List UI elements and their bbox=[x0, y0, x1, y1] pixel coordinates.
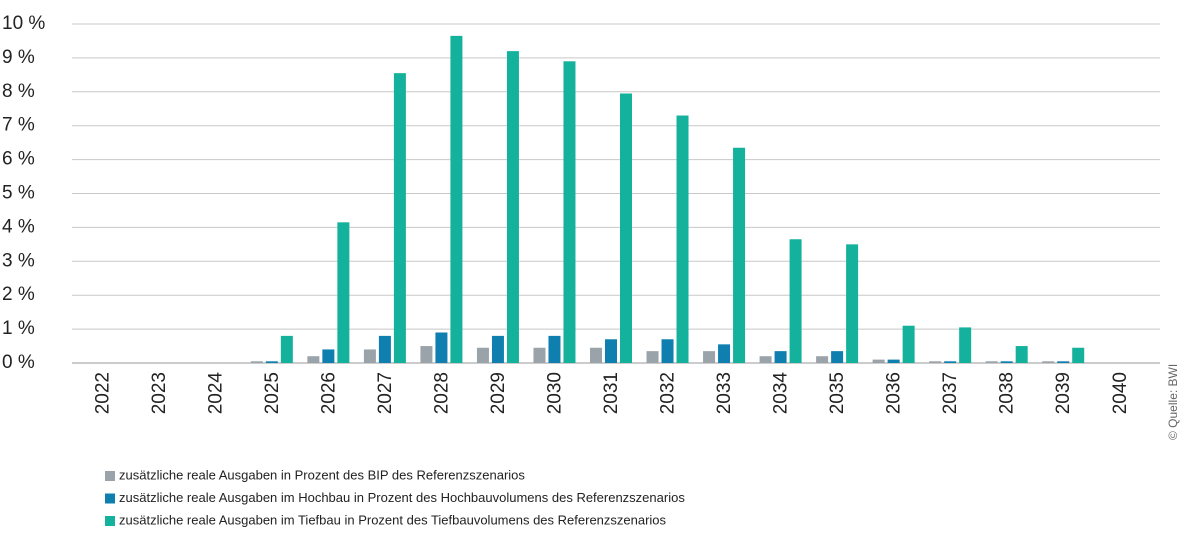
x-tick-label: 2039 bbox=[1053, 372, 1074, 414]
bar bbox=[378, 335, 391, 363]
x-tick-label: 2022 bbox=[92, 372, 113, 414]
bar bbox=[1042, 361, 1055, 363]
x-tick-label: 2024 bbox=[205, 372, 226, 415]
bar bbox=[985, 361, 998, 363]
x-tick-label: 2023 bbox=[149, 372, 170, 414]
y-tick-label: 10 % bbox=[2, 13, 45, 34]
x-tick-label: 2031 bbox=[601, 372, 622, 414]
bar bbox=[393, 73, 406, 363]
bar bbox=[563, 61, 576, 363]
bar bbox=[307, 356, 320, 363]
bar bbox=[929, 361, 942, 363]
bar bbox=[250, 361, 263, 363]
legend-label: zusätzliche reale Ausgaben im Tiefbau in… bbox=[119, 512, 667, 527]
x-tick-label: 2027 bbox=[375, 372, 396, 414]
bar bbox=[590, 347, 602, 363]
bar bbox=[1057, 361, 1070, 363]
source-note: © Quelle: BWI bbox=[1166, 364, 1180, 440]
bar bbox=[363, 349, 376, 363]
bar bbox=[944, 361, 957, 363]
x-tick-label: 2034 bbox=[771, 372, 792, 415]
y-tick-label: 2 % bbox=[2, 284, 35, 305]
bar bbox=[620, 93, 632, 364]
x-tick-label: 2035 bbox=[827, 372, 848, 414]
x-tick-label: 2025 bbox=[262, 372, 283, 414]
bar bbox=[476, 347, 489, 363]
bar bbox=[887, 359, 900, 363]
y-tick-label: 6 % bbox=[2, 149, 35, 170]
legend-swatch bbox=[105, 471, 115, 481]
y-tick-label: 9 % bbox=[2, 47, 35, 68]
y-tick-label: 0 % bbox=[2, 352, 35, 373]
bar bbox=[605, 339, 617, 363]
y-tick-label: 4 % bbox=[2, 216, 35, 237]
bar bbox=[533, 347, 546, 363]
bar bbox=[733, 147, 746, 363]
bar bbox=[872, 359, 885, 363]
bar bbox=[676, 115, 689, 363]
legend-swatch bbox=[105, 493, 115, 504]
x-tick-label: 2037 bbox=[940, 372, 961, 414]
bar bbox=[1072, 347, 1085, 363]
bar bbox=[450, 35, 463, 364]
y-tick-label: 1 % bbox=[2, 318, 35, 339]
bar bbox=[548, 335, 561, 363]
legend-swatch bbox=[105, 516, 115, 526]
bar bbox=[337, 222, 350, 363]
bar bbox=[661, 339, 674, 363]
bar bbox=[420, 346, 433, 363]
bar bbox=[1000, 361, 1013, 363]
bar bbox=[703, 351, 716, 363]
bar bbox=[491, 335, 504, 363]
x-tick-label: 2032 bbox=[658, 372, 679, 414]
y-tick-label: 8 % bbox=[2, 81, 35, 102]
bar bbox=[1015, 346, 1028, 363]
x-tick-label: 2026 bbox=[318, 372, 339, 414]
bar bbox=[646, 351, 659, 363]
bar bbox=[774, 351, 787, 363]
bar bbox=[816, 356, 829, 363]
bar bbox=[789, 239, 802, 363]
x-tick-label: 2036 bbox=[884, 372, 905, 414]
y-tick-label: 3 % bbox=[2, 250, 35, 271]
x-tick-label: 2038 bbox=[997, 372, 1018, 414]
bar bbox=[831, 351, 844, 363]
x-tick-label: 2030 bbox=[544, 372, 565, 414]
x-tick-label: 2040 bbox=[1110, 372, 1131, 414]
legend-label: zusätzliche reale Ausgaben in Prozent de… bbox=[119, 467, 525, 482]
bar bbox=[322, 349, 335, 363]
bar bbox=[265, 361, 278, 363]
y-tick-label: 7 % bbox=[2, 115, 35, 136]
x-tick-label: 2033 bbox=[714, 372, 735, 414]
x-tick-label: 2029 bbox=[488, 372, 509, 414]
bar bbox=[718, 344, 731, 363]
legend-label: zusätzliche reale Ausgaben im Hochbau in… bbox=[119, 490, 685, 505]
bar bbox=[506, 51, 519, 364]
y-tick-label: 5 % bbox=[2, 183, 35, 204]
bar bbox=[846, 244, 859, 363]
bar bbox=[759, 356, 772, 363]
bar bbox=[435, 332, 448, 363]
x-tick-label: 2028 bbox=[431, 372, 452, 414]
bar bbox=[280, 335, 293, 363]
bar bbox=[902, 325, 915, 363]
bar bbox=[959, 327, 972, 363]
